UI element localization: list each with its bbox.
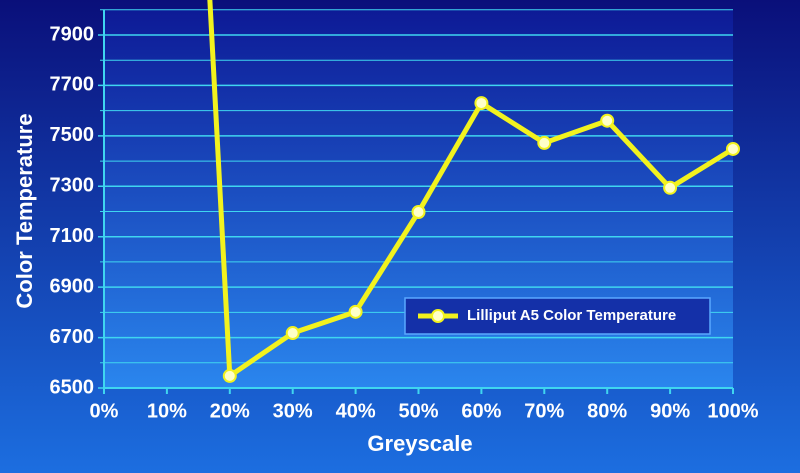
x-tick-label: 30% — [273, 400, 313, 422]
series-line — [207, 0, 735, 379]
series-group — [207, 0, 740, 383]
data-point — [537, 135, 552, 150]
data-point — [600, 113, 615, 128]
y-axis-title: Color Temperature — [12, 113, 37, 308]
y-tick-label: 6900 — [50, 275, 95, 297]
x-tick-label: 40% — [336, 400, 376, 422]
data-point — [474, 96, 489, 111]
y-tick-label: 7500 — [50, 124, 95, 146]
data-point — [348, 304, 363, 319]
y-tick-label: 7700 — [50, 74, 95, 96]
x-tick-label: 0% — [90, 400, 119, 422]
y-tick-label: 6500 — [50, 376, 95, 398]
x-tick-label: 80% — [587, 400, 627, 422]
foreground: 6500 6700 6900 7100 7300 7500 7700 7900 0% 10% 20%… — [50, 10, 759, 422]
data-point — [222, 368, 237, 383]
y-tick-label: 7100 — [50, 225, 95, 247]
x-tick-label: 70% — [524, 400, 564, 422]
data-point — [285, 326, 300, 341]
data-point — [726, 141, 740, 156]
legend-label: Lilliput A5 Color Temperature — [467, 307, 676, 324]
x-tick-label: 50% — [398, 400, 438, 422]
y-tick-label: 7900 — [50, 23, 95, 45]
x-tick-label: 90% — [650, 400, 690, 422]
y-tick-label: 6700 — [50, 326, 95, 348]
legend-marker — [431, 309, 445, 323]
data-point — [663, 180, 678, 195]
x-tick-label: 10% — [147, 400, 187, 422]
y-tick-label: 7300 — [50, 175, 95, 197]
x-tick-label: 20% — [210, 400, 250, 422]
data-point — [411, 205, 426, 220]
x-axis-title: Greyscale — [367, 431, 472, 456]
x-tick-label: 60% — [461, 400, 501, 422]
x-tick-label: 100% — [707, 400, 758, 422]
